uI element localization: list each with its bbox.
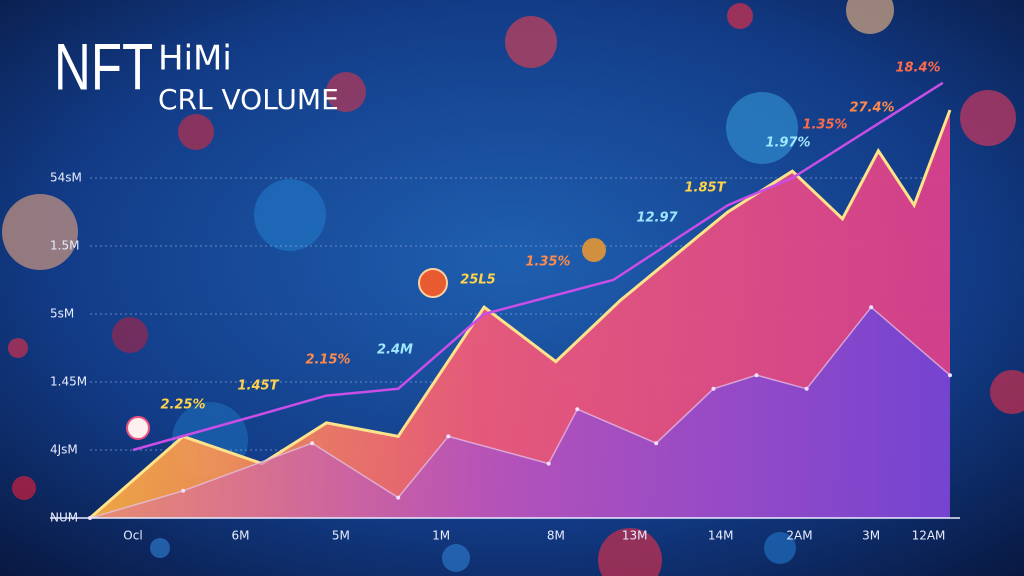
point bbox=[446, 434, 451, 439]
icon bbox=[126, 416, 150, 440]
annotation: 12.97 bbox=[636, 211, 678, 226]
annotation: 2.4M bbox=[377, 343, 413, 358]
point bbox=[181, 488, 186, 493]
title-suffix: HiMi bbox=[158, 39, 232, 79]
x-tick-label: 14M bbox=[708, 529, 734, 543]
x-tick-label: 12AM bbox=[912, 529, 946, 543]
point bbox=[310, 441, 315, 446]
x-tick-label: 3M bbox=[862, 529, 880, 543]
point bbox=[869, 305, 874, 310]
annotation: 25L5 bbox=[460, 273, 495, 288]
y-tick-label: 1.45M bbox=[50, 375, 87, 389]
point bbox=[711, 386, 716, 391]
annotation: 1.35% bbox=[525, 255, 570, 270]
point bbox=[654, 441, 659, 446]
x-tick-label: 13M bbox=[622, 529, 648, 543]
icon bbox=[418, 268, 448, 298]
annotation: 2.15% bbox=[305, 353, 350, 368]
area-outline bbox=[89, 109, 952, 520]
x-tick-label: 8M bbox=[547, 529, 565, 543]
y-tick-label: 54sM bbox=[50, 171, 82, 185]
x-tick-label: Ocl bbox=[123, 529, 142, 543]
x-tick-label: 5M bbox=[332, 529, 350, 543]
point bbox=[754, 373, 759, 378]
point bbox=[575, 407, 580, 412]
point bbox=[804, 386, 809, 391]
area bbox=[90, 307, 950, 518]
annotation: 18.4% bbox=[895, 61, 940, 76]
y-tick-label: 1.5M bbox=[50, 239, 79, 253]
x-tick-label: 1M bbox=[432, 529, 450, 543]
annotation: 1.35% bbox=[802, 118, 847, 133]
point bbox=[948, 373, 952, 378]
icon bbox=[582, 238, 606, 262]
annotation: 1.45T bbox=[238, 379, 280, 394]
annotation: 1.85T bbox=[685, 181, 727, 196]
point bbox=[546, 461, 551, 466]
y-tick-label: 4JsM bbox=[50, 443, 78, 457]
annotation: 1.97% bbox=[765, 136, 810, 151]
x-tick-label: 2AM bbox=[786, 529, 812, 543]
annotation: 2.25% bbox=[160, 398, 205, 413]
title: NFT bbox=[54, 31, 153, 104]
line bbox=[132, 81, 944, 452]
subtitle: CRL VOLUME bbox=[158, 83, 339, 116]
point bbox=[396, 495, 401, 500]
annotation: 27.4% bbox=[849, 101, 894, 116]
y-tick-label: 5sM bbox=[50, 307, 74, 321]
x-tick-label: 6M bbox=[232, 529, 250, 543]
